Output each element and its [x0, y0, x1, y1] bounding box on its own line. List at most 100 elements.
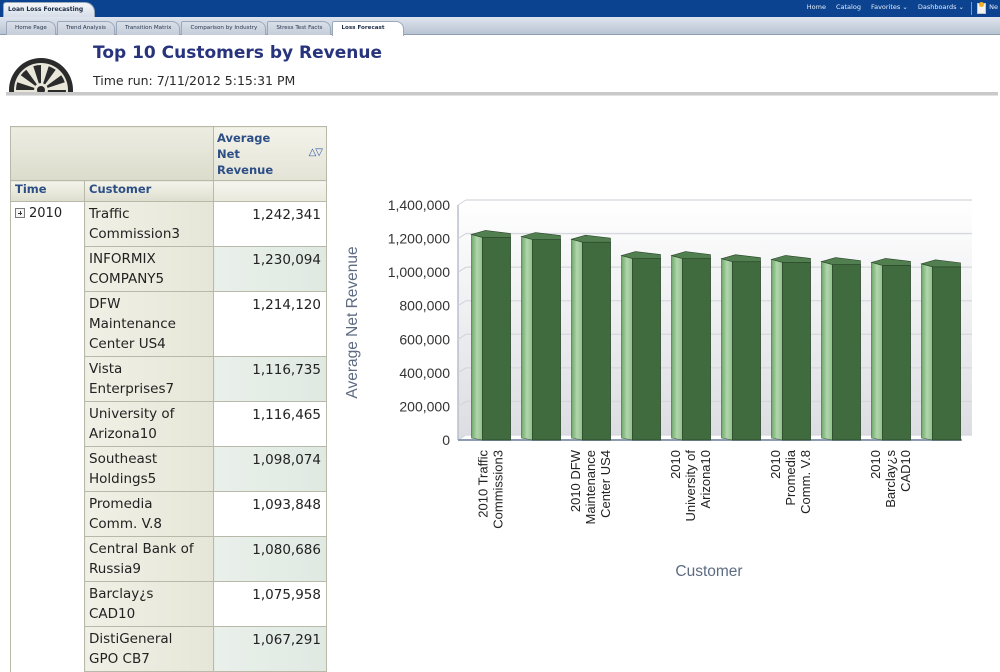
gridline-depth — [457, 333, 467, 340]
table-row: Vista Enterprises7 1,116,735 — [11, 356, 327, 402]
revenue-bar-chart: 0 200,000 400,000 600,000 800,000 1,000,000 1,… — [340, 190, 1000, 590]
bar-top — [670, 251, 711, 259]
dartboard-logo-icon — [8, 52, 74, 92]
gridline-depth — [457, 300, 467, 307]
expand-plus-icon[interactable] — [15, 208, 25, 218]
customer-cell[interactable]: University of Arizona10 — [84, 401, 214, 447]
gridline-depth — [457, 401, 467, 407]
y-tick-label: 600,000 — [399, 331, 450, 347]
customer-cell[interactable]: INFORMIX COMPANY5 — [84, 246, 214, 292]
catalog-link[interactable]: Catalog — [835, 3, 861, 11]
time-cell: 2010 — [10, 201, 85, 672]
bar — [832, 264, 861, 441]
favorites-menu[interactable]: Favorites ⌄ — [870, 3, 908, 11]
revenue-value-cell: 1,116,735 — [213, 356, 327, 402]
sort-asc-desc-icon[interactable]: △▽ — [308, 147, 323, 158]
bar-top — [770, 255, 811, 263]
pivot-corner — [10, 126, 214, 181]
customer-name-line: Central Bank of — [89, 541, 194, 557]
y-tick-label: 400,000 — [399, 365, 450, 381]
bar — [532, 239, 561, 441]
bar-side — [921, 263, 933, 441]
table-row: DFW Maintenance Center US4 1,214,120 — [11, 291, 327, 357]
revenue-value-cell: 1,116,465 — [213, 401, 327, 447]
bar — [782, 261, 811, 441]
dashboard-tab-strip: Home Page Trend Analysis Transition Matrix… — [0, 17, 1000, 36]
y-tick-label: 200,000 — [399, 398, 450, 414]
measure-header-line: Revenue — [217, 163, 274, 177]
x-category-label: 2010 — [868, 450, 883, 479]
bar — [732, 261, 761, 441]
x-category-label: 2010 Traffic — [476, 450, 491, 518]
x-category-label: Promedia — [783, 449, 798, 505]
gridline-depth — [457, 199, 467, 206]
x-category-label: Center US4 — [598, 450, 613, 518]
bar-top — [520, 232, 561, 240]
customer-cell[interactable]: Traffic Commission3 — [84, 201, 214, 247]
dartboard-segment — [20, 69, 37, 86]
customer-cell[interactable]: Barclay¿s CAD10 — [84, 581, 214, 627]
dashboards-menu[interactable]: Dashboards ⌄ — [917, 3, 964, 11]
bar — [482, 237, 511, 441]
bar-top — [720, 254, 761, 262]
bar — [582, 241, 611, 441]
x-category-label: 2010 DFW — [568, 449, 583, 512]
x-category-label: Barclay¿s — [883, 450, 898, 508]
measure-header-line: Average — [217, 131, 271, 145]
tab-stress-test-facts[interactable]: Stress Test Facts — [267, 21, 332, 35]
table-row: INFORMIX COMPANY5 1,230,094 — [11, 246, 327, 292]
customer-name-line: Promedia — [89, 496, 153, 512]
dartboard-segment — [47, 90, 66, 92]
customer-cell[interactable]: Promedia Comm. V.8 — [84, 491, 214, 537]
y-tick-label: 1,400,000 — [388, 197, 450, 213]
tab-loss-forecast[interactable]: Loss Forecast — [332, 21, 404, 36]
top-bar: Loan Loss Forecasting Home Catalog Favor… — [0, 0, 1000, 17]
table-row: Barclay¿s CAD10 1,075,958 — [11, 581, 327, 627]
bar-top — [920, 259, 961, 268]
gridline-depth — [457, 233, 467, 239]
customer-name-line: CAD10 — [89, 606, 136, 622]
revenue-value-cell: 1,067,291 — [213, 626, 327, 672]
customer-cell[interactable]: DistiGeneral GPO CB7 — [84, 626, 214, 672]
measure-header-average-net-revenue[interactable]: Average Net Revenue △▽ — [213, 126, 327, 181]
customer-cell[interactable]: Central Bank of Russia9 — [84, 536, 214, 582]
revenue-value-cell: 1,098,074 — [213, 446, 327, 492]
bar-side — [821, 261, 833, 441]
bar-side — [521, 236, 533, 441]
column-header-customer[interactable]: Customer — [84, 180, 214, 202]
measure-header-line: Net — [217, 147, 240, 161]
new-menu-label[interactable]: Ne — [989, 3, 998, 11]
bar-top — [820, 257, 861, 265]
app-title-tab[interactable]: Loan Loss Forecasting — [3, 2, 95, 17]
customer-name-line: Holdings5 — [89, 471, 157, 487]
revenue-value-cell: 1,214,120 — [213, 291, 327, 357]
column-header-time[interactable]: Time — [10, 180, 85, 202]
bar — [682, 258, 711, 441]
customer-cell[interactable]: DFW Maintenance Center US4 — [84, 291, 214, 357]
revenue-value-cell: 1,230,094 — [213, 246, 327, 292]
bar-side — [571, 238, 583, 441]
customer-cell[interactable]: Vista Enterprises7 — [84, 356, 214, 402]
time-value[interactable]: 2010 — [29, 206, 63, 221]
y-tick-label: 800,000 — [399, 298, 450, 314]
customer-name-line: Barclay¿s — [89, 586, 154, 602]
customer-name-line: GPO CB7 — [89, 651, 150, 667]
tab-comparison-by-industry[interactable]: Comparison by Industry — [181, 21, 267, 35]
x-category-label: 2010 — [768, 450, 783, 479]
customer-name-line: Maintenance — [89, 316, 176, 332]
x-category-label: University of — [683, 450, 698, 522]
y-tick-label: 1,200,000 — [388, 231, 450, 247]
new-document-icon[interactable] — [977, 2, 986, 14]
dartboard-segment — [16, 82, 35, 90]
customer-name-line: Vista — [89, 361, 123, 377]
tab-home-page[interactable]: Home Page — [6, 21, 56, 35]
bar — [932, 266, 961, 441]
bar-top — [620, 251, 661, 259]
customer-cell[interactable]: Southeast Holdings5 — [84, 446, 214, 492]
tab-transition-matrix[interactable]: Transition Matrix — [115, 21, 181, 35]
gridline-depth — [457, 367, 467, 374]
tab-trend-analysis[interactable]: Trend Analysis — [56, 21, 115, 35]
x-category-label: CAD10 — [898, 450, 913, 492]
revenue-value-cell: 1,093,848 — [213, 491, 327, 537]
home-link[interactable]: Home — [806, 3, 826, 11]
